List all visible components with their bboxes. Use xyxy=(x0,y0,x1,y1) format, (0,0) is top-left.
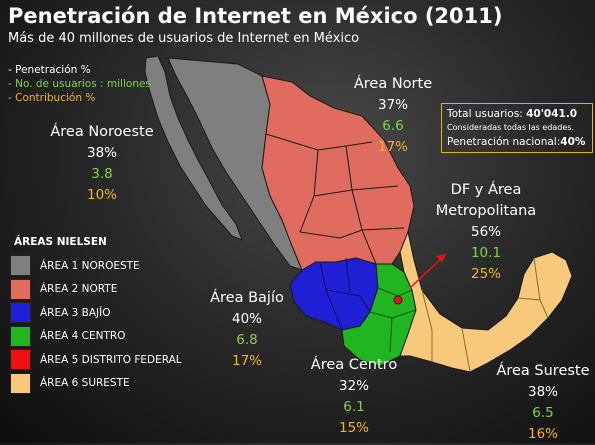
total-users-value: 40'041.0 xyxy=(526,108,578,120)
nielsen-legend-item: ÁREA 5 DISTRITO FEDERAL xyxy=(10,348,182,372)
region-df xyxy=(393,295,403,305)
region-noroeste-baja xyxy=(144,55,243,241)
totals-box: Total usuarios: 40'041.0 Consideradas to… xyxy=(441,103,593,153)
norte-users: 6.6 xyxy=(382,118,404,134)
noroeste-pct: 38% xyxy=(86,145,117,161)
nielsen-legend-items: ÁREA 1 NOROESTE ÁREA 2 NORTE ÁREA 3 BAJÍO Á… xyxy=(10,254,182,395)
df-pointer-arrowhead xyxy=(436,254,446,262)
nielsen-legend-item: ÁREA 4 CENTRO xyxy=(10,325,182,349)
centro-contrib: 15% xyxy=(338,420,369,436)
label-sureste: Área Sureste 38% 6.5 16% xyxy=(494,361,592,445)
centro-name: Área Centro xyxy=(310,357,398,373)
value-key: - Penetración % - No. de usuarios : mill… xyxy=(8,63,151,105)
total-users-label: Total usuarios: xyxy=(447,108,527,120)
norte-state-lines xyxy=(265,133,405,265)
bajio-pct: 40% xyxy=(231,311,262,327)
key-penetration: - Penetración % xyxy=(8,64,91,76)
legend-swatch xyxy=(10,255,31,277)
nielsen-legend-item: ÁREA 2 NORTE xyxy=(10,278,182,302)
total-users: Total usuarios: 40'041.0 xyxy=(447,107,587,121)
nielsen-legend-item: ÁREA 1 NOROESTE xyxy=(10,254,182,278)
national-penetration-label: Penetración nacional: xyxy=(447,136,561,148)
label-bajio: Área Bajío 40% 6.8 17% xyxy=(204,288,290,372)
bajio-users: 6.8 xyxy=(236,332,258,348)
bajio-contrib: 17% xyxy=(231,353,262,369)
df-pct: 56% xyxy=(470,224,501,240)
nielsen-legend-item: ÁREA 6 SURESTE xyxy=(10,372,182,396)
nielsen-legend: ÁREAS NIELSEN ÁREA 1 NOROESTE ÁREA 2 NORT… xyxy=(10,236,182,395)
legend-swatch xyxy=(10,278,31,300)
nielsen-legend-title: ÁREAS NIELSEN xyxy=(14,236,107,248)
national-penetration: Penetración nacional:40% xyxy=(447,135,587,149)
label-noroeste: Área Noroeste 38% 3.8 10% xyxy=(48,122,156,206)
bajio-name: Área Bajío xyxy=(210,290,284,306)
legend-swatch xyxy=(10,302,31,324)
sureste-users: 6.5 xyxy=(532,405,554,421)
label-norte: Área Norte 37% 6.6 17% xyxy=(350,74,436,158)
noroeste-users: 3.8 xyxy=(91,166,113,182)
legend-swatch xyxy=(10,349,31,371)
legend-label: ÁREA 5 DISTRITO FEDERAL xyxy=(40,353,182,366)
key-contribution: - Contribución % xyxy=(8,92,96,104)
noroeste-name: Área Noroeste xyxy=(50,124,154,140)
noroeste-contrib: 10% xyxy=(86,187,117,203)
nielsen-legend-item: ÁREA 3 BAJÍO xyxy=(10,301,182,325)
sureste-pct: 38% xyxy=(527,384,558,400)
sureste-contrib: 16% xyxy=(527,426,558,442)
region-sureste xyxy=(399,230,573,373)
legend-swatch xyxy=(10,325,31,347)
page-title: Penetración de Internet en México (2011) xyxy=(8,4,503,28)
df-users: 10.1 xyxy=(470,245,502,261)
norte-name: Área Norte xyxy=(353,76,433,92)
legend-label: ÁREA 6 SURESTE xyxy=(40,377,130,390)
sureste-state-lines xyxy=(421,257,549,373)
legend-label: ÁREA 3 BAJÍO xyxy=(40,306,111,319)
df-name-line2: Metropolitana xyxy=(435,203,537,219)
centro-pct: 32% xyxy=(338,378,369,394)
label-centro: Área Centro 32% 6.1 15% xyxy=(308,355,400,439)
totals-note: Consideradas todas las edades. xyxy=(447,123,574,132)
page-subtitle: Más de 40 millones de usuarios de Intern… xyxy=(8,31,360,46)
sureste-name: Área Sureste xyxy=(496,363,590,379)
legend-label: ÁREA 4 CENTRO xyxy=(40,330,126,343)
norte-pct: 37% xyxy=(377,97,408,113)
centro-users: 6.1 xyxy=(343,399,365,415)
df-contrib: 25% xyxy=(470,266,501,282)
df-name-line1: DF y Área xyxy=(450,182,522,198)
legend-label: ÁREA 2 NORTE xyxy=(40,283,118,296)
label-df: DF y Área Metropolitana 56% 10.1 25% xyxy=(434,180,538,285)
legend-label: ÁREA 1 NOROESTE xyxy=(40,259,140,272)
key-users: - No. de usuarios : millones xyxy=(8,78,151,90)
norte-contrib: 17% xyxy=(377,139,408,155)
national-penetration-value: 40% xyxy=(560,136,586,148)
legend-swatch xyxy=(10,372,31,394)
bajio-state-lines xyxy=(319,257,371,331)
